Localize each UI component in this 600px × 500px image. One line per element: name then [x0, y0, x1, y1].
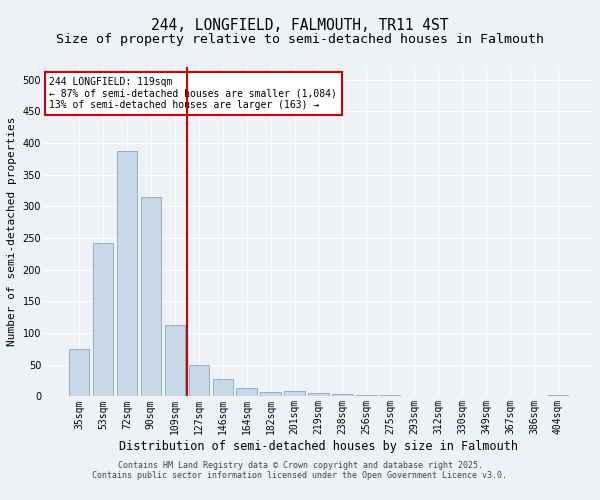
Text: 244 LONGFIELD: 119sqm
← 87% of semi-detached houses are smaller (1,084)
13% of s: 244 LONGFIELD: 119sqm ← 87% of semi-deta… [49, 77, 337, 110]
Text: Size of property relative to semi-detached houses in Falmouth: Size of property relative to semi-detach… [56, 32, 544, 46]
Bar [69, 349, 89, 397]
Text: Contains HM Land Registry data © Crown copyright and database right 2025.
Contai: Contains HM Land Registry data © Crown c… [92, 460, 508, 480]
Bar [140, 197, 161, 396]
Bar [260, 392, 281, 396]
Y-axis label: Number of semi-detached properties: Number of semi-detached properties [7, 117, 17, 346]
Bar [212, 378, 233, 396]
Bar [356, 395, 377, 396]
Bar [332, 394, 353, 396]
Bar [284, 391, 305, 396]
Text: 244, LONGFIELD, FALMOUTH, TR11 4ST: 244, LONGFIELD, FALMOUTH, TR11 4ST [151, 18, 449, 32]
X-axis label: Distribution of semi-detached houses by size in Falmouth: Distribution of semi-detached houses by … [119, 440, 518, 453]
Bar [188, 365, 209, 396]
Bar [236, 388, 257, 396]
Bar [548, 394, 568, 396]
Bar [93, 243, 113, 396]
Bar [117, 150, 137, 396]
Bar [380, 395, 400, 396]
Bar [164, 325, 185, 396]
Bar [308, 392, 329, 396]
